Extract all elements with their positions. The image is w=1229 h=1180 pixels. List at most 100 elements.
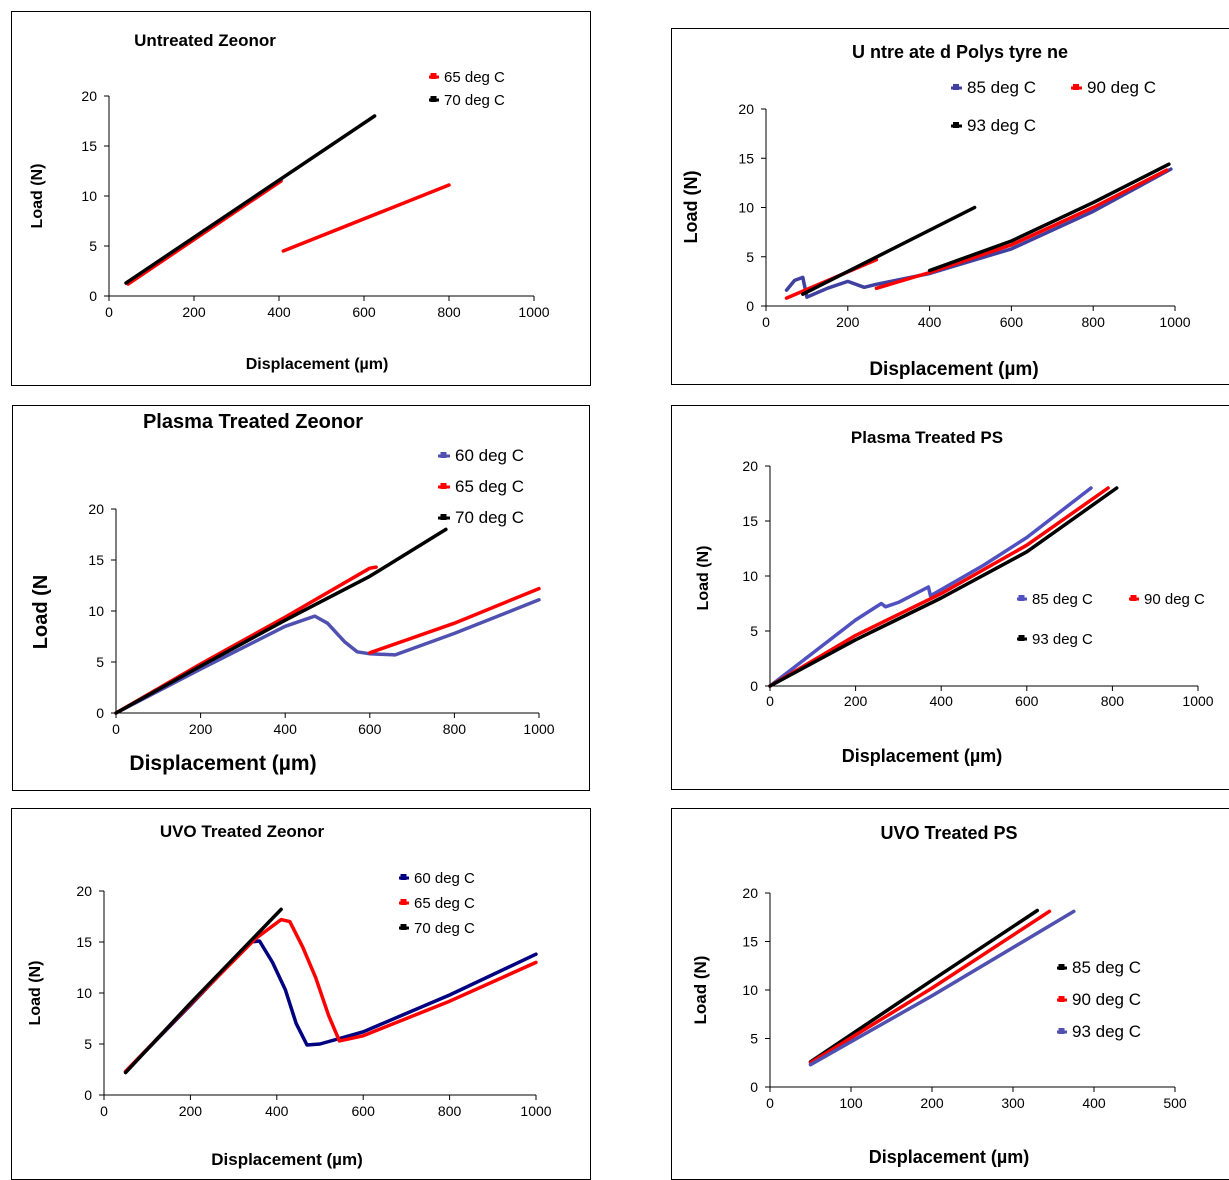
legend-label: 70 deg C	[455, 508, 524, 527]
y-tick-label: 10	[742, 568, 758, 584]
x-tick-label: 600	[352, 1103, 376, 1119]
legend-label: 70 deg C	[444, 92, 505, 109]
legend-marker	[400, 924, 407, 930]
chart-title: Plasma Treated Zeonor	[143, 411, 363, 433]
y-tick-label: 15	[81, 138, 97, 154]
y-tick-label: 20	[81, 88, 97, 104]
y-tick-label: 0	[750, 1079, 758, 1095]
series-line-2	[808, 909, 1052, 1065]
legend-label: 65 deg C	[444, 69, 505, 86]
legend-marker	[1018, 635, 1025, 641]
legend-label: 60 deg C	[455, 446, 524, 465]
legend-marker	[1018, 595, 1025, 601]
x-axis-label: Displacement (µm)	[869, 359, 1038, 380]
chart-panel-uvo-ps: UVO Treated PS 0 100 200 300 400 500 0 5 10 15 20 Di…	[671, 808, 1229, 1180]
chart-title: UVO Treated PS	[880, 823, 1017, 843]
legend-label: 90 deg C	[1144, 591, 1205, 608]
x-tick-label: 0	[766, 1095, 774, 1111]
y-tick-label: 5	[750, 1031, 758, 1047]
y-tick-label: 15	[76, 934, 92, 950]
x-tick-label: 200	[189, 721, 213, 737]
chart-panel-plasma-ps: Plasma Treated PS 0 200 400 600 800 1000 0 5 10 15…	[671, 405, 1229, 790]
chart-untreated-zeonor: Untreated Zeonor 0 200 400 600 800 1000 0 5 10 15 2…	[29, 31, 550, 373]
legend-label: 65 deg C	[414, 895, 475, 912]
chart-panel-uvo-zeonor: UVO Treated Zeonor 0 200 400 600 800 1000 0 5 10 1…	[11, 808, 591, 1180]
y-tick-label: 20	[742, 458, 758, 474]
x-tick-label: 400	[918, 314, 942, 330]
legend-marker	[1058, 996, 1065, 1002]
x-tick-label: 800	[438, 1103, 462, 1119]
legend-marker	[440, 514, 447, 520]
x-tick-label: 1000	[1182, 693, 1213, 709]
y-tick-label: 0	[746, 298, 754, 314]
x-tick-label: 200	[179, 1103, 203, 1119]
y-tick-label: 15	[742, 513, 758, 529]
x-tick-label: 400	[274, 721, 298, 737]
y-tick-label: 15	[738, 150, 754, 166]
y-tick-label: 5	[746, 249, 754, 265]
y-tick-label: 15	[88, 552, 104, 568]
legend-label: 90 deg C	[1087, 78, 1156, 97]
series-line-1	[784, 167, 1173, 299]
y-tick-label: 10	[76, 985, 92, 1001]
chart-uvo-treated-zeonor: UVO Treated Zeonor 0 200 400 600 800 1000 0 5 10 1…	[27, 822, 552, 1169]
series-line-1	[126, 179, 283, 286]
x-tick-label: 400	[267, 304, 291, 320]
series-line-3	[927, 162, 1171, 273]
y-tick-label: 20	[76, 883, 92, 899]
y-tick-label: 20	[742, 885, 758, 901]
chart-plasma-treated-zeonor: Plasma Treated Zeonor 0 200 400 600 800 1000 0 5…	[30, 411, 555, 775]
legend-marker	[440, 452, 447, 458]
x-tick-label: 1000	[518, 304, 549, 320]
x-tick-label: 200	[836, 314, 860, 330]
legend-marker	[1130, 595, 1137, 601]
x-tick-label: 0	[766, 693, 774, 709]
y-axis-label: Load (N)	[29, 164, 46, 229]
series-line-3	[114, 527, 448, 715]
x-tick-label: 0	[112, 721, 120, 737]
chart-title: U ntre ate d Polys tyre ne	[852, 42, 1068, 62]
legend-marker	[1058, 964, 1065, 970]
x-axis-label: Displacement (µm)	[842, 746, 1002, 766]
series-line-2	[123, 917, 538, 1074]
legend-marker	[400, 874, 407, 880]
series-line-3	[768, 486, 1119, 688]
y-tick-label: 10	[88, 603, 104, 619]
x-tick-label: 400	[930, 693, 954, 709]
y-tick-label: 10	[81, 188, 97, 204]
y-tick-label: 0	[89, 288, 97, 304]
x-tick-label: 0	[105, 304, 113, 320]
x-tick-label: 600	[358, 721, 382, 737]
x-tick-label: 500	[1163, 1095, 1187, 1111]
y-tick-label: 0	[750, 678, 758, 694]
x-tick-label: 600	[1000, 314, 1024, 330]
x-tick-label: 1000	[523, 721, 554, 737]
chart-title: Plasma Treated PS	[851, 428, 1003, 447]
x-tick-label: 400	[265, 1103, 289, 1119]
legend-marker	[430, 73, 437, 79]
series-line-1	[808, 908, 1040, 1064]
chart-panel-untreated-zeonor: Untreated Zeonor 0 200 400 600 800 1000 0 5 10 15 2…	[11, 11, 591, 386]
x-tick-label: 400	[1082, 1095, 1106, 1111]
chart-plasma-treated-ps: Plasma Treated PS 0 200 400 600 800 1000 0 5 10 15…	[695, 428, 1214, 766]
y-tick-label: 0	[96, 705, 104, 721]
x-axis-label: Displacement (µm)	[211, 1150, 363, 1169]
series-line-2	[368, 586, 541, 655]
legend-marker	[440, 483, 447, 489]
x-tick-label: 0	[100, 1103, 108, 1119]
x-axis-label: Displacement (µm)	[246, 356, 389, 373]
legend-label: 93 deg C	[1032, 631, 1093, 648]
x-tick-label: 600	[352, 304, 376, 320]
series-line-1	[114, 598, 541, 715]
legend-marker	[953, 122, 959, 128]
x-tick-label: 200	[844, 693, 868, 709]
series-line-1	[768, 486, 1093, 688]
y-tick-label: 5	[89, 238, 97, 254]
series-line-3	[801, 205, 977, 296]
legend-label: 60 deg C	[414, 870, 475, 887]
x-tick-label: 300	[1001, 1095, 1025, 1111]
y-axis-label: Load (N)	[691, 956, 710, 1025]
y-tick-label: 20	[738, 101, 754, 117]
x-tick-label: 1000	[520, 1103, 551, 1119]
legend-label: 85 deg C	[967, 78, 1036, 97]
